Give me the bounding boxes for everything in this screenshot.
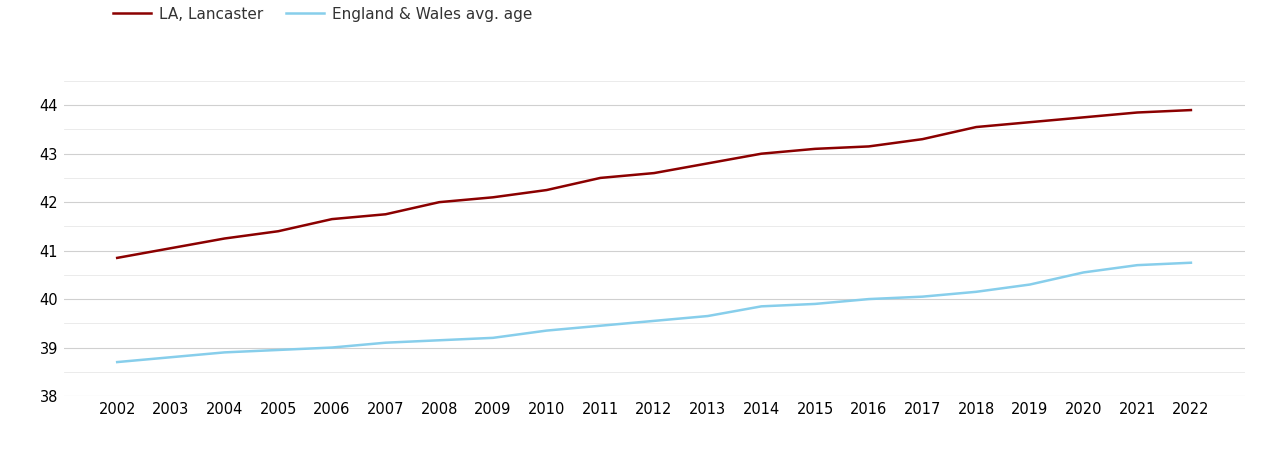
England & Wales avg. age [538,328,554,333]
LA, Lancaster [1184,108,1199,113]
LA, Lancaster [754,151,770,157]
LA, Lancaster [861,144,876,149]
LA, Lancaster [914,136,930,142]
England & Wales avg. age [324,345,339,350]
LA, Lancaster [538,187,554,193]
England & Wales avg. age [432,338,447,343]
England & Wales avg. age [700,313,715,319]
Line: LA, Lancaster: LA, Lancaster [117,110,1191,258]
England & Wales avg. age [1184,260,1199,265]
LA, Lancaster [109,255,124,261]
England & Wales avg. age [914,294,930,299]
England & Wales avg. age [485,335,500,341]
England & Wales avg. age [109,360,124,365]
LA, Lancaster [217,236,232,241]
LA, Lancaster [808,146,823,152]
LA, Lancaster [271,229,286,234]
LA, Lancaster [324,216,339,222]
LA, Lancaster [700,161,715,166]
England & Wales avg. age [1076,270,1091,275]
LA, Lancaster [432,199,447,205]
LA, Lancaster [1129,110,1144,115]
England & Wales avg. age [593,323,608,328]
England & Wales avg. age [808,301,823,306]
England & Wales avg. age [969,289,984,294]
LA, Lancaster [1076,115,1091,120]
LA, Lancaster [485,194,500,200]
Line: England & Wales avg. age: England & Wales avg. age [117,263,1191,362]
LA, Lancaster [593,175,608,180]
Legend: LA, Lancaster, England & Wales avg. age: LA, Lancaster, England & Wales avg. age [107,0,538,27]
England & Wales avg. age [646,318,662,324]
England & Wales avg. age [271,347,286,353]
LA, Lancaster [164,246,179,251]
England & Wales avg. age [378,340,394,346]
England & Wales avg. age [164,355,179,360]
England & Wales avg. age [754,304,770,309]
LA, Lancaster [646,171,662,176]
LA, Lancaster [378,212,394,217]
LA, Lancaster [969,124,984,130]
England & Wales avg. age [1129,262,1144,268]
LA, Lancaster [1022,120,1038,125]
England & Wales avg. age [861,297,876,302]
England & Wales avg. age [217,350,232,355]
England & Wales avg. age [1022,282,1038,287]
